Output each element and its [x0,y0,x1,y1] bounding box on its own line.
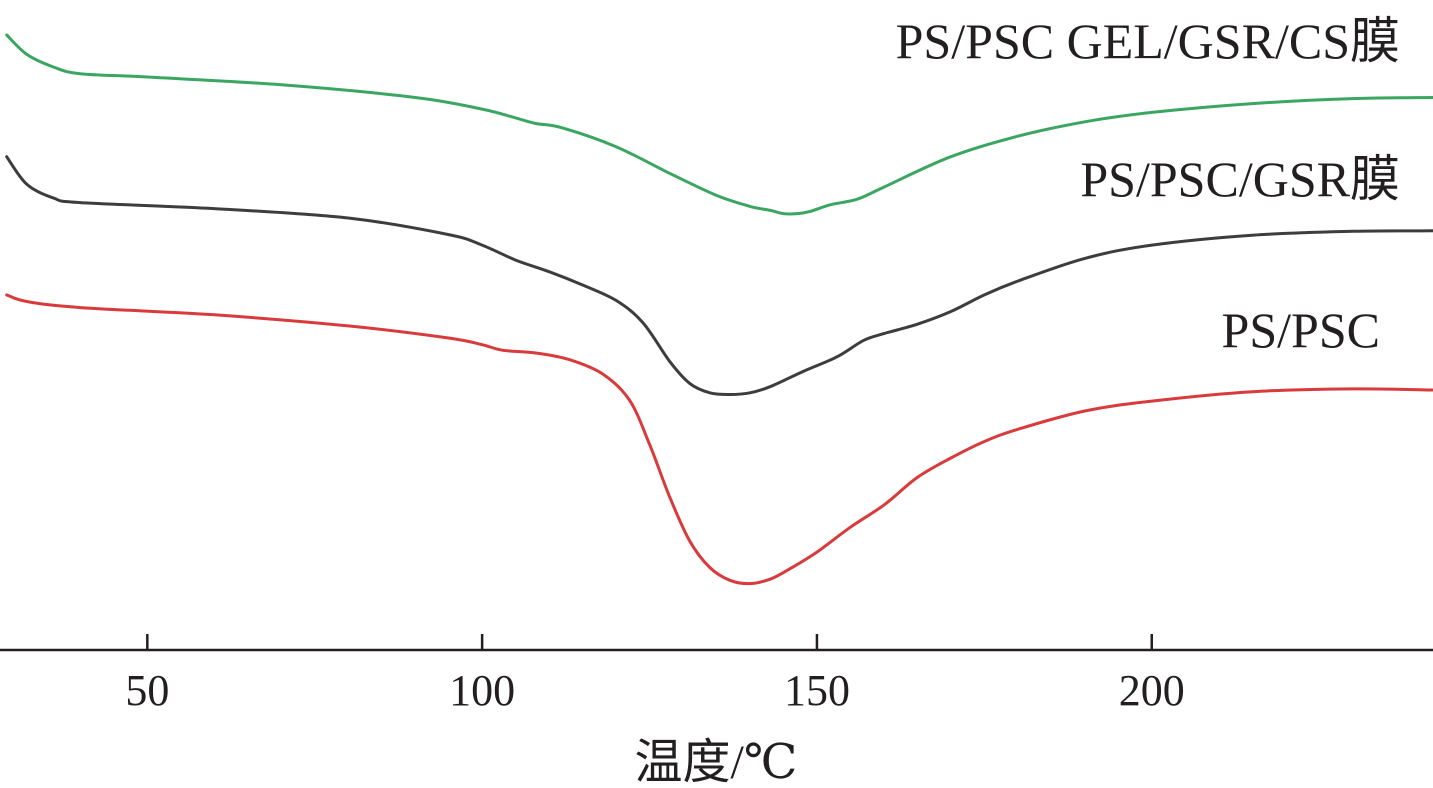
x-tick-label: 150 [784,666,850,715]
series-line-2 [5,155,1433,397]
x-tick-label: 50 [125,666,169,715]
series-label-3: PS/PSC [1222,302,1380,358]
x-tick-label: 100 [449,666,515,715]
x-axis-ticks: 50 100 150 200 [125,634,1185,715]
series-line-1 [5,33,1433,216]
series-label-1: PS/PSC GEL/GSR/CS膜 [896,13,1400,69]
series-layer [5,33,1433,586]
x-tick-label: 200 [1119,666,1185,715]
series-label-layer: PS/PSC GEL/GSR/CS膜 PS/PSC/GSR膜 PS/PSC [896,13,1400,358]
series-line-3 [5,293,1433,586]
x-axis-title: 温度/℃ [634,736,797,788]
series-label-2: PS/PSC/GSR膜 [1080,151,1400,207]
